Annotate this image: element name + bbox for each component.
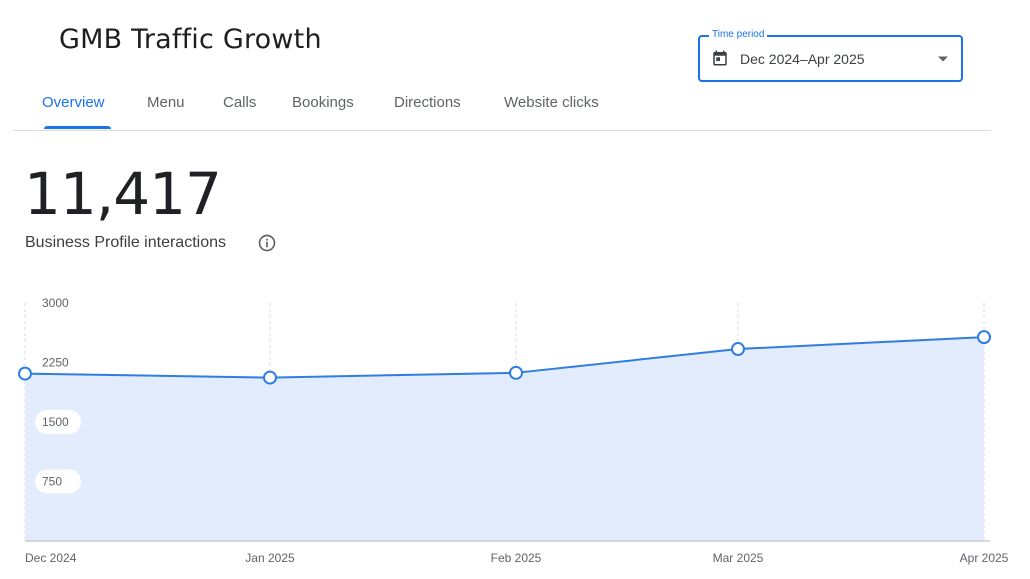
tab-overview[interactable]: Overview (42, 94, 105, 111)
y-tick-label: 1500 (42, 415, 69, 429)
data-point (18, 366, 32, 381)
series-area (25, 337, 984, 541)
tab-calls[interactable]: Calls (223, 94, 257, 111)
info-icon[interactable] (257, 233, 277, 253)
y-tick-label: 750 (42, 475, 62, 489)
data-point (731, 342, 745, 357)
tab-directions[interactable]: Directions (394, 94, 461, 111)
time-period-value: Dec 2024–Apr 2025 (740, 51, 865, 67)
y-tick-label-bg (35, 469, 81, 494)
time-period-select[interactable]: Time period Dec 2024–Apr 2025 (698, 28, 963, 82)
chevron-down-icon (938, 56, 948, 62)
x-tick-label: Dec 2024 (25, 551, 77, 565)
total-interactions-value: 11,417 (24, 160, 222, 228)
data-point (509, 365, 523, 380)
time-period-legend: Time period (709, 28, 768, 42)
data-point (977, 330, 991, 345)
page-title: GMB Traffic Growth (59, 24, 322, 55)
total-interactions-label: Business Profile interactions (25, 234, 226, 251)
x-tick-label: Mar 2025 (713, 551, 764, 565)
y-tick-label: 2250 (42, 356, 69, 370)
x-tick-label: Jan 2025 (245, 551, 295, 565)
tab-bar: Overview Menu Calls Bookings Directions … (13, 90, 991, 131)
interactions-chart: 3000 2250 1500 750 Dec 2024 Jan 2025 Feb 2025 M… (18, 296, 1009, 565)
data-point (263, 370, 277, 385)
x-tick-label: Apr 2025 (960, 551, 1009, 565)
tab-bookings[interactable]: Bookings (292, 94, 354, 111)
calendar-icon (713, 50, 727, 66)
active-tab-indicator (44, 126, 111, 129)
tab-website-clicks[interactable]: Website clicks (504, 94, 599, 111)
tab-menu[interactable]: Menu (147, 94, 185, 111)
y-tick-label: 3000 (42, 296, 69, 310)
x-tick-label: Feb 2025 (491, 551, 542, 565)
y-tick-label-bg (35, 410, 81, 434)
